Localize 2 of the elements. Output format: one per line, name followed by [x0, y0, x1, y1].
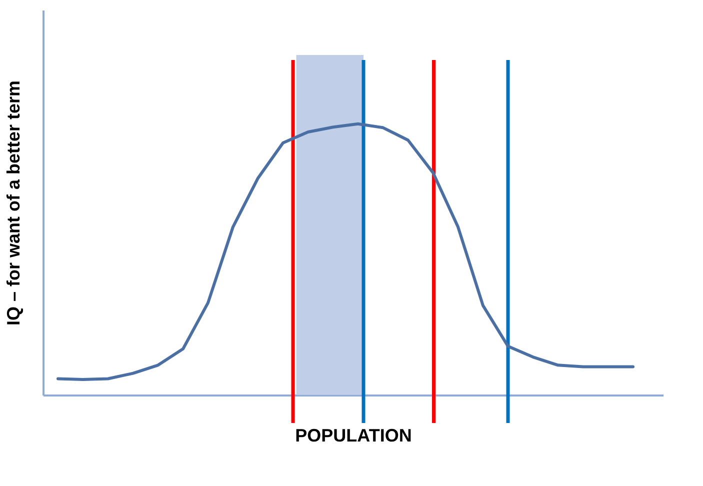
- x-axis-title: POPULATION: [295, 426, 412, 446]
- y-axis-title: IQ – for want of a better term: [4, 80, 24, 326]
